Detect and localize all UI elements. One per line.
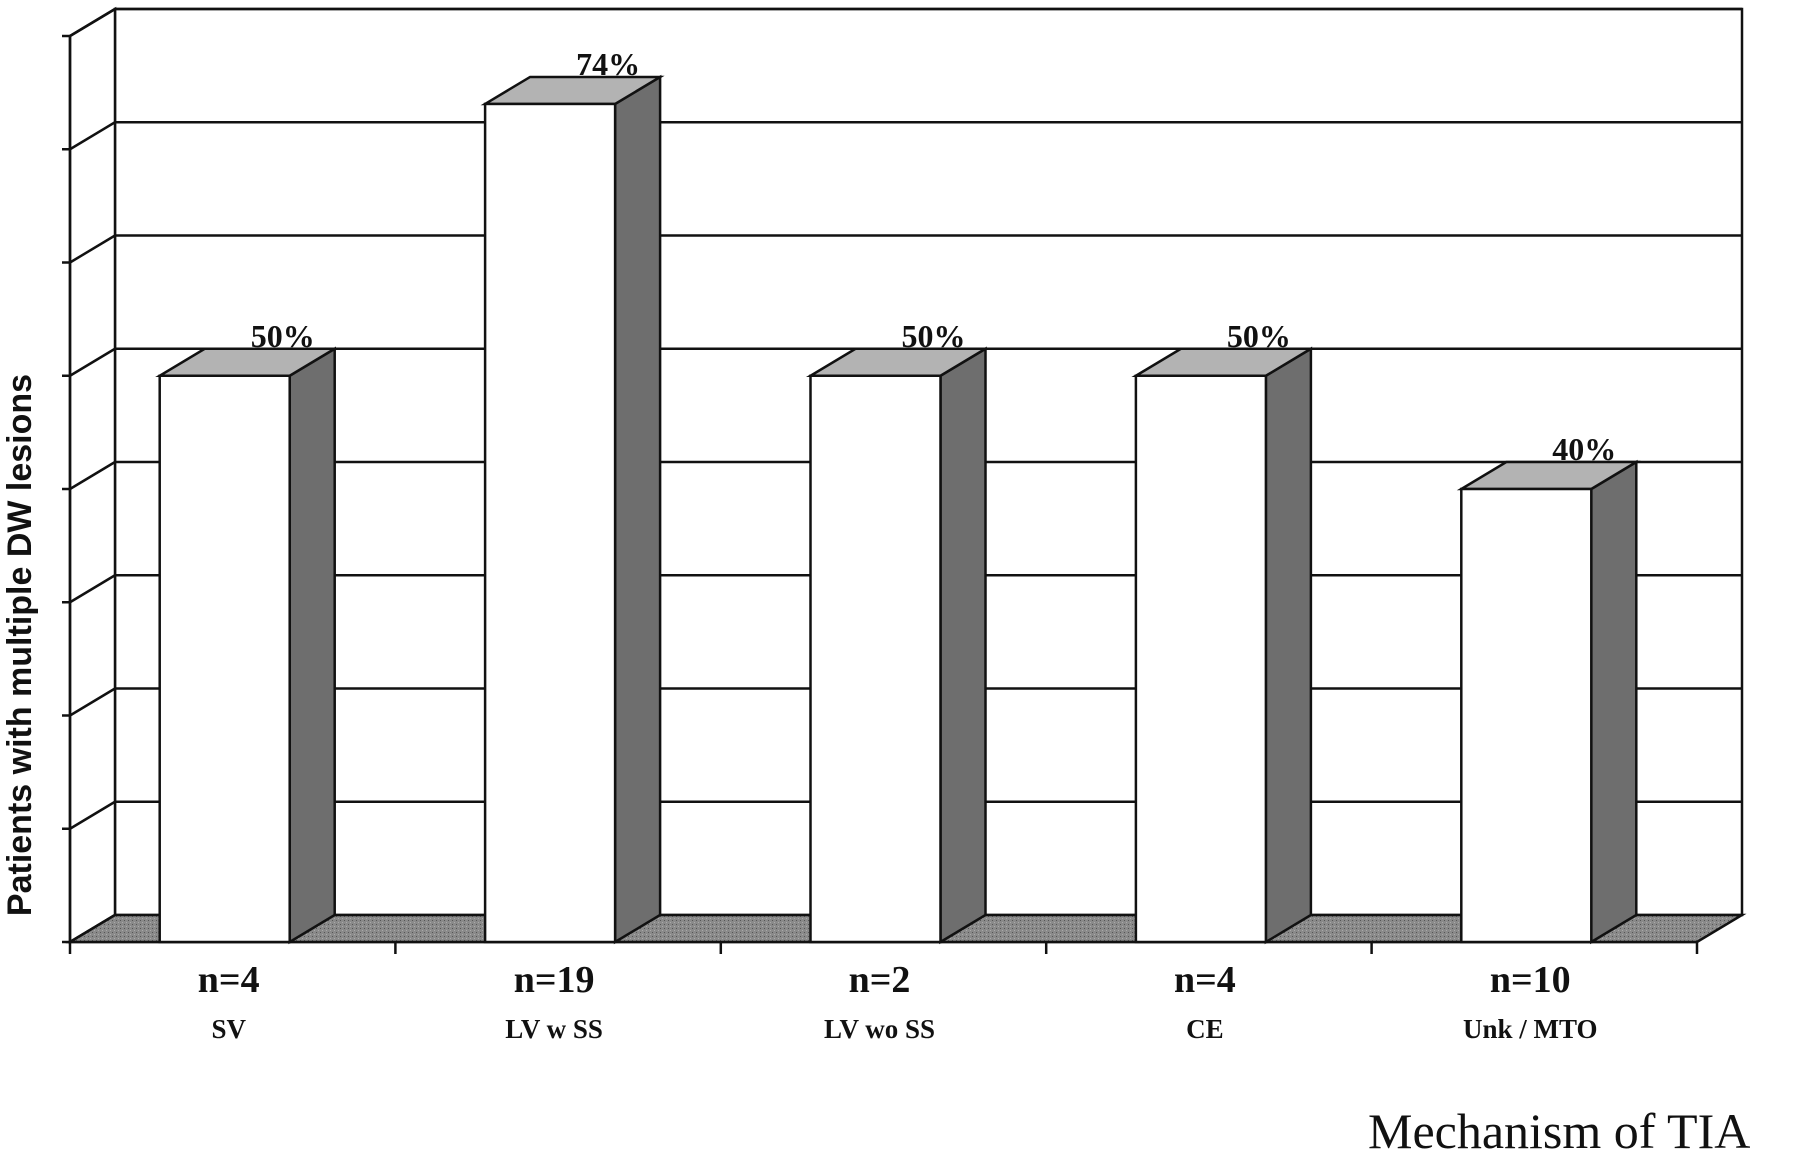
gridline-diagonal (69, 460, 116, 491)
bar-front (1134, 374, 1268, 944)
data-label: 50% (1227, 318, 1291, 354)
gridline-diagonal (69, 347, 116, 377)
bar (1131, 346, 1316, 945)
category-label: LV w SS (505, 1014, 603, 1044)
data-label: 50% (902, 318, 966, 354)
count-label: n=4 (1174, 959, 1236, 1001)
bar-side (288, 346, 336, 945)
gridline-diagonal (69, 121, 116, 151)
data-label: 74% (576, 46, 640, 82)
bar-front (483, 102, 617, 944)
bar-front (158, 374, 291, 944)
category-label: CE (1186, 1014, 1224, 1044)
bar-side (613, 74, 662, 945)
gridline-diagonal (69, 234, 116, 264)
bar-side (1264, 346, 1313, 945)
bar-front (1460, 487, 1593, 944)
bar (1456, 459, 1641, 945)
bar-side (1590, 459, 1638, 945)
bars (155, 74, 1641, 945)
gridline-diagonal (69, 687, 116, 717)
data-label: 50% (251, 318, 315, 354)
bar (155, 346, 340, 945)
gridline-diagonal (69, 574, 116, 604)
category-label: LV wo SS (824, 1014, 935, 1044)
x-axis-title: Mechanism of TIA (1368, 1103, 1750, 1156)
count-label: n=19 (514, 959, 595, 1001)
gridline-diagonal (69, 7, 116, 38)
labels: 50% n=4 SV 74% n=19 LV w SS 50% n=2 LV wo SS 50% n… (198, 46, 1616, 1044)
bar-front (809, 374, 942, 944)
gridline-diagonal (69, 800, 116, 830)
bar-side (939, 346, 987, 945)
count-label: n=4 (198, 959, 260, 1001)
category-label: SV (211, 1014, 246, 1044)
bar (805, 346, 991, 945)
bar (480, 74, 665, 945)
y-axis-label: Patients with multiple DW lesions (1, 374, 39, 916)
count-label: n=10 (1490, 959, 1571, 1001)
count-label: n=2 (849, 959, 911, 1001)
data-label: 40% (1552, 431, 1616, 467)
category-label: Unk / MTO (1463, 1014, 1598, 1044)
